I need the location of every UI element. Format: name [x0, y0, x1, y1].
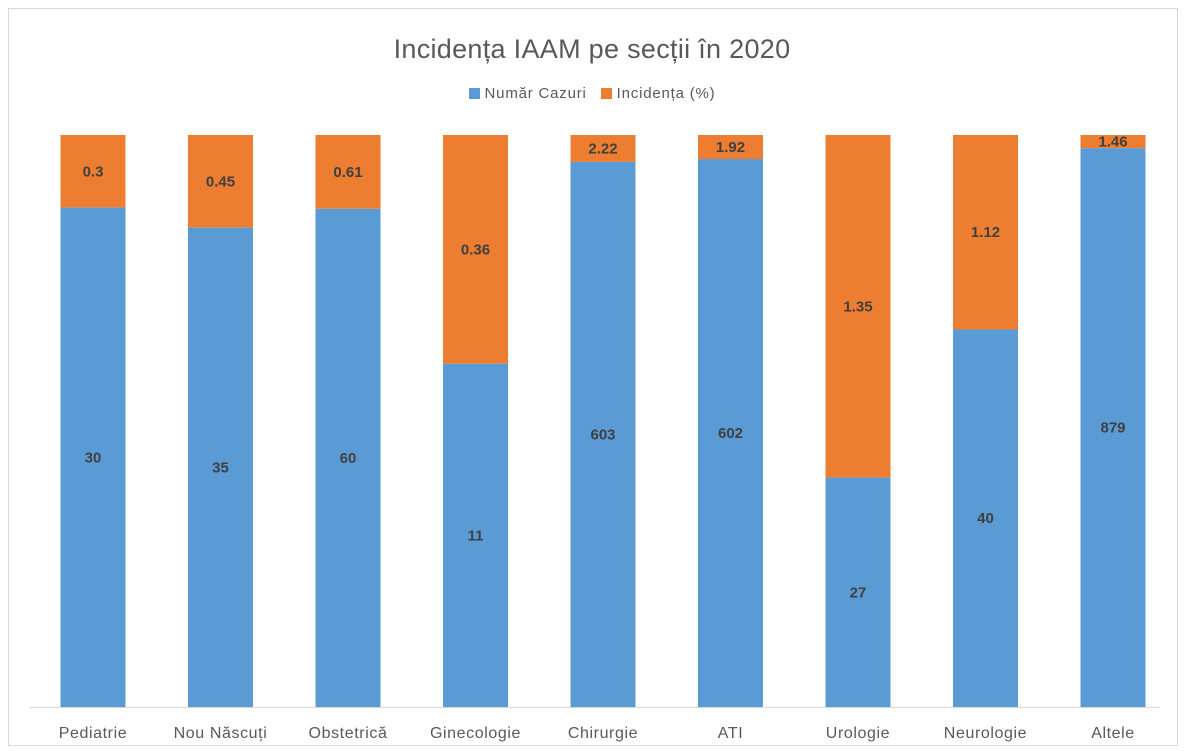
- data-label-cases-7: 40: [977, 510, 994, 527]
- data-label-cases-3: 11: [468, 527, 484, 544]
- bar-incidence-6: [825, 135, 891, 478]
- bar-cases-8: [1080, 148, 1146, 707]
- data-label-cases-5: 602: [718, 425, 743, 442]
- bar-cases-1: [188, 227, 253, 707]
- x-tick-label-1: Nou Născuți: [174, 725, 268, 742]
- legend: Număr Cazuri Incidența (%): [0, 85, 1184, 102]
- data-label-incidence-2: 0.61: [333, 164, 362, 181]
- legend-label-cases: Număr Cazuri: [484, 85, 587, 102]
- bar-cases-5: [698, 159, 763, 708]
- bar-cases-2: [315, 208, 381, 707]
- legend-label-incidence: Incidența (%): [616, 85, 716, 102]
- bar-incidence-0: [60, 135, 126, 208]
- data-label-cases-6: 27: [850, 584, 867, 601]
- data-label-incidence-0: 0.3: [83, 163, 104, 180]
- bar-cases-3: [443, 363, 508, 707]
- data-label-incidence-1: 0.45: [206, 173, 235, 190]
- x-tick-label-8: Altele: [1091, 725, 1135, 742]
- data-label-incidence-5: 1.92: [716, 139, 745, 156]
- bar-incidence-7: [953, 135, 1018, 330]
- x-tick-label-6: Urologie: [826, 725, 890, 742]
- bar-incidence-4: [570, 135, 636, 162]
- data-label-incidence-6: 1.35: [843, 298, 872, 315]
- x-tick-label-4: Chirurgie: [568, 725, 638, 742]
- data-label-incidence-7: 1.12: [971, 224, 1000, 241]
- legend-item-incidence: Incidența (%): [600, 85, 716, 102]
- data-label-cases-8: 879: [1100, 420, 1125, 437]
- bar-incidence-3: [443, 135, 508, 364]
- data-label-incidence-8: 1.46: [1098, 134, 1127, 151]
- legend-item-cases: Număr Cazuri: [468, 85, 587, 102]
- bar-cases-7: [953, 329, 1018, 707]
- bar-incidence-5: [698, 135, 763, 160]
- bar-cases-4: [570, 161, 636, 707]
- bar-incidence-1: [188, 135, 253, 228]
- data-label-incidence-4: 2.22: [588, 140, 617, 157]
- legend-swatch-incidence: [600, 88, 612, 99]
- data-label-cases-2: 60: [340, 450, 357, 467]
- x-tick-label-7: Neurologie: [944, 725, 1027, 742]
- bar-cases-0: [60, 207, 126, 708]
- bar-incidence-2: [315, 135, 381, 209]
- x-tick-label-0: Pediatrie: [59, 725, 128, 742]
- data-label-cases-0: 30: [85, 449, 102, 466]
- x-tick-label-3: Ginecologie: [430, 725, 521, 742]
- data-label-cases-4: 603: [590, 426, 615, 443]
- bar-cases-6: [825, 477, 891, 707]
- data-label-incidence-3: 0.36: [461, 241, 490, 258]
- bar-incidence-8: [1080, 135, 1146, 149]
- x-tick-label-5: ATI: [718, 725, 744, 742]
- x-tick-label-2: Obstetrică: [309, 725, 388, 742]
- legend-swatch-cases: [468, 88, 480, 99]
- data-label-cases-1: 35: [212, 459, 229, 476]
- chart-title: Incidența IAAM pe secții în 2020: [393, 34, 791, 64]
